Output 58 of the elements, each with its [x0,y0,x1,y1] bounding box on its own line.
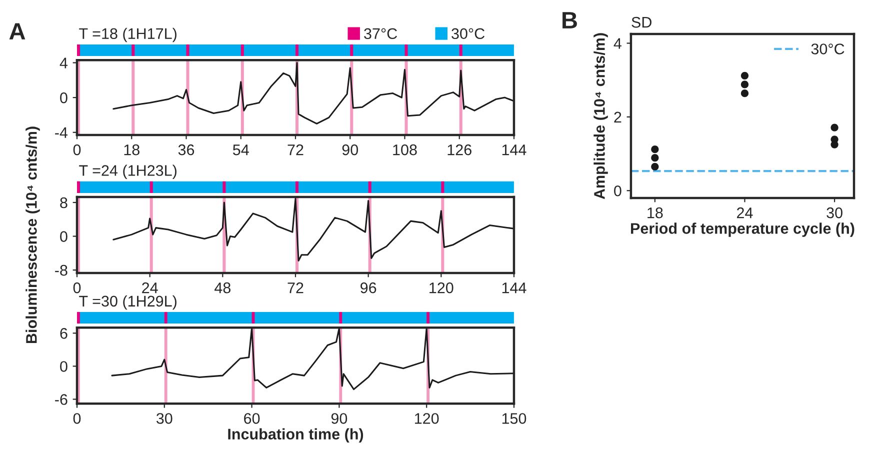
y-tick-label: 2 [614,112,622,122]
x-tick-label: 144 [502,144,526,156]
x-tick-label: 90 [342,144,358,156]
x-tick-label: 54 [232,144,249,156]
chart-title: SD [632,16,652,28]
x-tick-label: 0 [73,144,81,156]
x-tick-label: 0 [73,282,81,294]
point [830,140,838,148]
x-tick-label: 30 [156,413,172,424]
text: B [562,12,577,28]
x-tick-label: 36 [178,144,194,156]
text: 30°C [452,28,485,40]
x-tick-label: 72 [288,282,304,294]
chart-title: T =24 (1H23L) [79,164,176,179]
y-axis-title: Bioluminescence (10⁴ cnts/m) [26,126,40,344]
y-tick-label: -6 [55,394,68,405]
x-tick-label: 150 [502,413,526,424]
y-tick-label: 4 [614,38,622,49]
x-tick-label: 18 [124,144,140,156]
x-tick-label: 90 [331,413,348,424]
x-tick-label: 120 [430,282,454,294]
y-axis-title: Amplitude (10⁴ cnts/m) [594,33,608,200]
point [740,72,749,80]
x-tick-label: 24 [142,282,158,294]
text: A [9,23,26,40]
x-tick-label: 24 [737,207,753,218]
point [740,90,749,98]
y-tick-label: 6 [60,328,68,339]
x-tick-label: 108 [393,144,417,156]
legend-label: 30°C [811,44,844,54]
chart-title: T =18 (1H17L) [79,28,176,42]
x-tick-label: 120 [415,413,439,424]
chart-title: T =30 (1H29L) [79,295,176,310]
x-tick-label: 48 [214,282,230,294]
x-tick-label: 144 [502,282,526,294]
point [651,154,659,162]
x-tick-label: 18 [648,207,663,218]
x-axis-title: Period of temperature cycle (h) [631,222,854,237]
point [651,146,659,154]
point [651,162,659,170]
x-tick-label: 30 [826,207,842,218]
y-tick-label: 0 [60,361,68,372]
y-tick-label: 8 [60,197,68,208]
text: 37°C [364,28,398,40]
x-tick-label: 126 [448,144,472,156]
y-tick-label: 4 [60,58,68,68]
x-tick-label: 96 [360,282,376,294]
point [830,124,838,132]
x-tick-label: 0 [73,413,81,424]
x-tick-label: 72 [288,144,304,156]
point [740,80,749,88]
y-tick-label: 0 [614,185,622,196]
x-tick-label: 60 [244,413,260,424]
y-tick-label: -8 [55,264,68,276]
x-axis-title: Incubation time (h) [228,428,364,443]
y-tick-label: 0 [60,92,68,104]
y-tick-label: -4 [55,127,68,138]
y-tick-label: 0 [60,231,68,242]
